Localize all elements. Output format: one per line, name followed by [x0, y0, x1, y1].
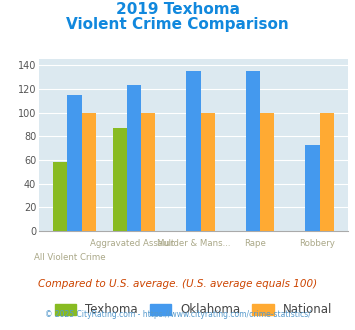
Bar	[260, 113, 274, 231]
Bar	[127, 85, 141, 231]
Text: Violent Crime Comparison: Violent Crime Comparison	[66, 16, 289, 31]
Text: 2019 Texhoma: 2019 Texhoma	[115, 2, 240, 16]
Bar	[186, 71, 201, 231]
Bar	[113, 128, 127, 231]
Text: All Violent Crime: All Violent Crime	[34, 253, 106, 262]
Bar	[201, 113, 215, 231]
Text: Compared to U.S. average. (U.S. average equals 100): Compared to U.S. average. (U.S. average …	[38, 279, 317, 289]
Legend: Texhoma, Oklahoma, National: Texhoma, Oklahoma, National	[50, 299, 337, 321]
Bar	[320, 113, 334, 231]
Text: © 2025 CityRating.com - https://www.cityrating.com/crime-statistics/: © 2025 CityRating.com - https://www.city…	[45, 310, 310, 319]
Bar	[82, 113, 96, 231]
Bar	[67, 95, 82, 231]
Bar	[141, 113, 155, 231]
Text: Robbery: Robbery	[299, 239, 335, 248]
Text: Murder & Mans...: Murder & Mans...	[157, 239, 230, 248]
Bar	[305, 145, 320, 231]
Text: Rape: Rape	[244, 239, 266, 248]
Bar	[53, 162, 67, 231]
Text: Aggravated Assault: Aggravated Assault	[89, 239, 174, 248]
Bar	[246, 71, 260, 231]
